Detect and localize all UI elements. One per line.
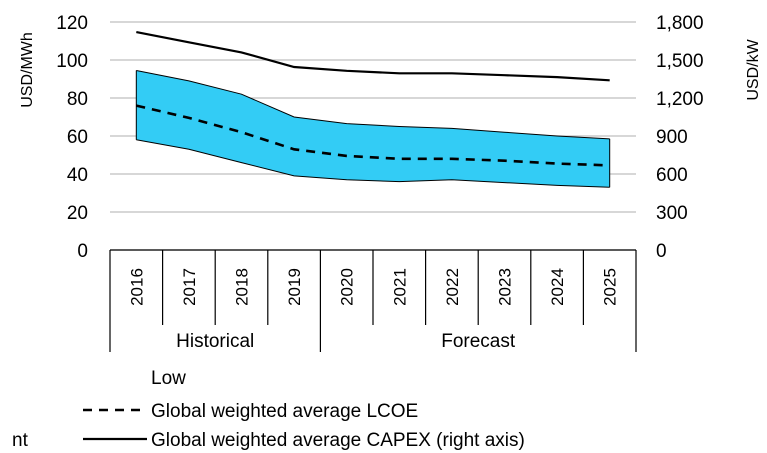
right-tick-label: 600 [656, 165, 688, 186]
right-tick-label: 1,500 [656, 51, 704, 72]
legend-low-label: Low [151, 368, 186, 389]
category-label: 2020 [338, 268, 357, 306]
left-tick-label: 80 [67, 89, 88, 110]
category-label: 2019 [285, 268, 304, 306]
right-tick-label: 300 [656, 203, 688, 224]
legend-lcoe-label: Global weighted average LCOE [151, 401, 418, 422]
right-axis-ticks: 0 300 600 900 1,200 1,500 1,800 [656, 13, 704, 262]
category-label: 2021 [390, 268, 409, 306]
category-label: 2022 [443, 268, 462, 306]
right-tick-label: 1,800 [656, 13, 704, 34]
right-tick-label: 1,200 [656, 89, 704, 110]
legend: Low Global weighted average LCOE Global … [83, 368, 525, 451]
category-label: 2024 [548, 268, 567, 306]
category-label: 2016 [127, 268, 146, 306]
legend-capex-label: Global weighted average CAPEX (right axi… [151, 430, 525, 451]
category-axis: 2016 2017 2018 2019 2020 2021 2022 2023 2024 2025… [109, 249, 637, 352]
band-top-edge [136, 70, 610, 140]
cropped-text: nt [12, 430, 29, 451]
left-axis-label: USD/MWh [19, 32, 36, 108]
group-label: Historical [176, 331, 254, 352]
left-tick-label: 20 [67, 203, 88, 224]
left-tick-label: 100 [56, 51, 88, 72]
category-label: 2017 [180, 268, 199, 306]
category-label: 2018 [233, 268, 252, 306]
band-bottom-edge [136, 139, 610, 188]
left-tick-label: 60 [67, 127, 88, 148]
cost-range-band [136, 70, 610, 188]
left-tick-label: 0 [77, 241, 88, 262]
group-label: Forecast [441, 331, 516, 352]
category-label: 2025 [601, 268, 620, 306]
category-label: 2023 [496, 268, 515, 306]
right-tick-label: 900 [656, 127, 688, 148]
right-tick-label: 0 [656, 241, 667, 262]
left-tick-label: 120 [56, 13, 88, 34]
left-tick-label: 40 [67, 165, 88, 186]
left-axis-ticks: 0 20 40 60 80 100 120 [56, 13, 88, 262]
right-axis-label: USD/kW [745, 38, 762, 100]
lcoe-dashed-line [136, 104, 610, 167]
band-edges [135, 70, 611, 188]
capex-solid-line [136, 31, 610, 82]
